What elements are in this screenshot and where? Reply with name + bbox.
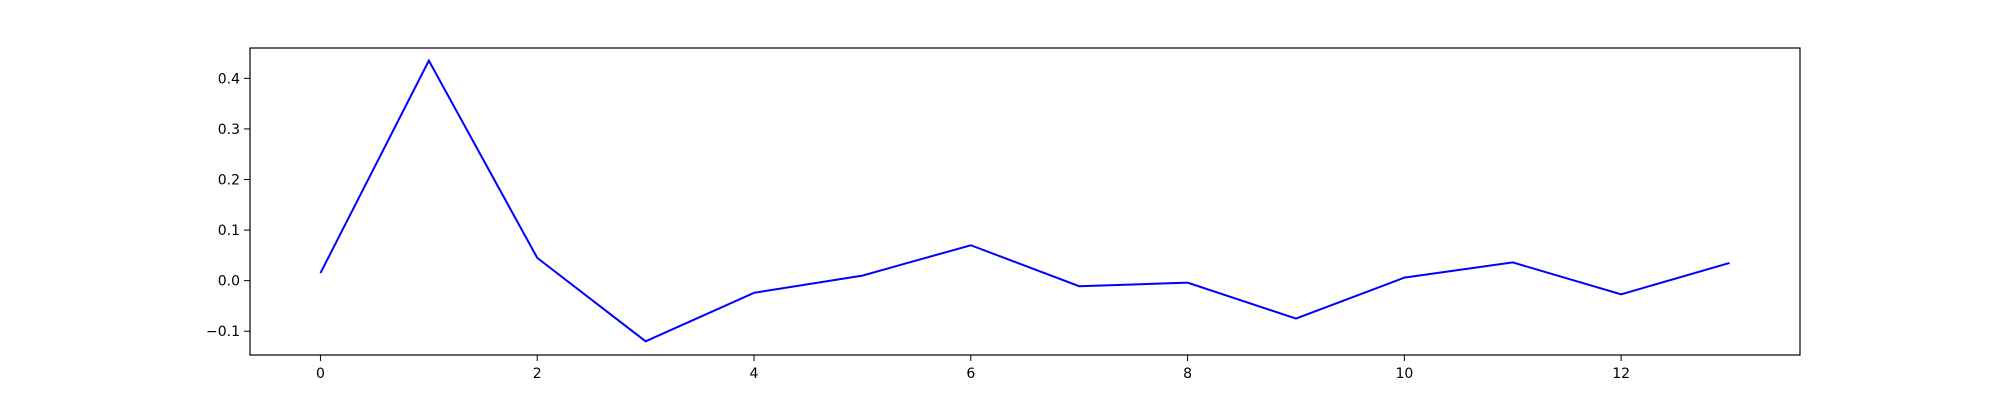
x-tick-label: 0 xyxy=(316,366,325,382)
x-tick-label: 6 xyxy=(966,366,975,382)
y-tick-label: 0.1 xyxy=(218,223,240,239)
y-tick-label: 0.3 xyxy=(218,122,240,138)
x-tick-label: 2 xyxy=(533,366,542,382)
x-tick-label: 8 xyxy=(1183,366,1192,382)
y-axis-ticks: −0.1 0.0 0.1 0.2 0.3 0.4 xyxy=(206,71,250,340)
y-tick-label: 0.2 xyxy=(218,172,240,188)
plot-area xyxy=(250,48,1800,355)
series-line xyxy=(319,58,1730,343)
y-tick-label: −0.1 xyxy=(206,324,240,340)
axes-frame xyxy=(249,47,1801,356)
x-tick-label: 4 xyxy=(750,366,759,382)
x-tick-label: 10 xyxy=(1395,366,1413,382)
series-layer xyxy=(319,58,1730,343)
x-axis-ticks: 0 2 4 6 8 10 12 xyxy=(316,355,1630,382)
y-tick-label: 0.4 xyxy=(218,71,240,87)
y-tick-label: 0.0 xyxy=(218,274,240,290)
x-tick-label: 12 xyxy=(1612,366,1630,382)
